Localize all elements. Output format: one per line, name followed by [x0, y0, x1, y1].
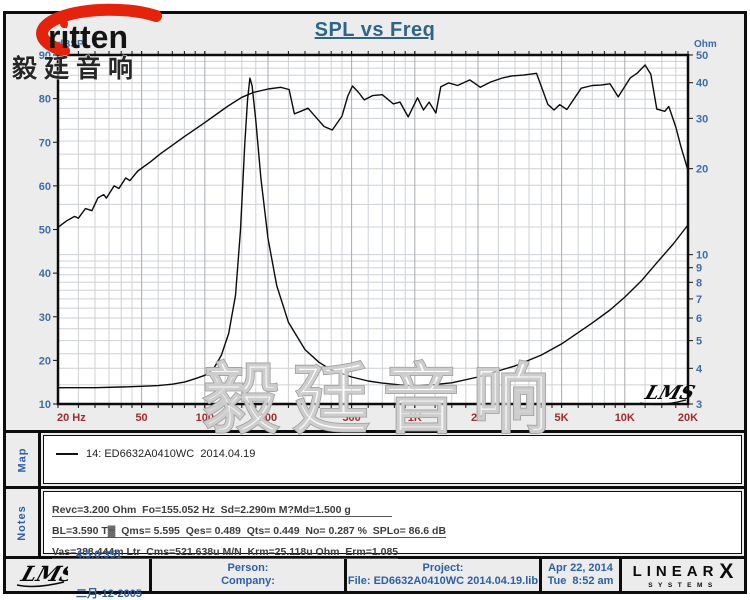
curve-legend: 14: ED6632A0410WC 2014.04.19 [56, 448, 255, 460]
legend-line-swatch [56, 453, 78, 455]
brand-swoosh-icon [36, 3, 162, 57]
y-left-tick-label: 80 [39, 94, 51, 106]
y-left-axis-title: dBSPL [57, 39, 90, 50]
x-tick-label: 500 [342, 412, 360, 424]
notes-row-label: Notes [16, 504, 28, 541]
notes-line: Vas=388.444m Ltr Cms=521.638u M/N Krm=25… [52, 542, 741, 560]
plot-area [58, 55, 688, 404]
y-left-tick-label: 40 [39, 268, 51, 280]
divider [149, 559, 152, 591]
file-label: File: ED6632A0410WC 2014.04.19.lib [347, 575, 539, 587]
notes-line-text: BL=3.590 T▓ Qms= 5.595 Qes= 0.489 Qts= 0… [52, 525, 447, 538]
app-version-date: 二月-12-2005 [76, 588, 143, 600]
x-tick-label: 1K [408, 412, 422, 424]
y-left-tick-label: 60 [39, 181, 51, 193]
y-left-tick-label: 50 [39, 225, 51, 237]
y-left-tick-label: 20 [39, 355, 51, 367]
y-right-tick-label: 50 [696, 50, 708, 62]
y-right-tick-label: 10 [696, 250, 708, 262]
y-left-tick-label: 90 [39, 50, 51, 62]
divider [6, 556, 744, 559]
person-label: Person: [227, 562, 269, 574]
x-tick-label: 20K [678, 412, 698, 424]
datetime-cell: Apr 22, 2014 Tue 8:52 am [542, 559, 619, 591]
notes-line: BL=3.590 T▓ Qms= 5.595 Qes= 0.489 Qts= 0… [52, 521, 741, 539]
notes-line-text: Vas=388.444m Ltr Cms=521.638u M/N Krm=25… [52, 546, 399, 559]
app-version: 4.5.0.351 [76, 549, 122, 561]
x-tick-label: 200 [259, 412, 277, 424]
notes-row-label-cell: Notes [6, 489, 41, 556]
y-right-tick-label: 8 [696, 277, 702, 289]
notes-box: Revc=3.200 Ohm Fo=155.052 Hz Sd=2.290m M… [43, 491, 742, 580]
lms-logo-underline [16, 581, 65, 588]
notes-line: Revc=3.200 Ohm Fo=155.052 Hz Sd=2.290m M… [52, 500, 741, 518]
y-right-tick-label: 7 [696, 294, 702, 306]
legend-label: 14: ED6632A0410WC 2014.04.19 [86, 448, 256, 460]
y-left-tick-label: 70 [39, 137, 51, 149]
inplot-lms-text: LMS [641, 381, 697, 403]
inplot-lms-logo: LMS [639, 381, 698, 406]
status-bar: LMS 4.5.0.351 二月-12-2005 Person: Company… [6, 549, 744, 600]
x-tick-label: 2K [471, 412, 485, 424]
y-right-tick-label: 20 [696, 164, 708, 176]
x-tick-label: 5K [555, 412, 569, 424]
map-row-label: Map [16, 447, 28, 472]
y-right-tick-label: 9 [696, 263, 702, 275]
person-company-cell: Person: Company: [152, 559, 344, 591]
map-row-label-cell: Map [6, 433, 41, 486]
notes-line-text: Revc=3.200 Ohm Fo=155.052 Hz Sd=2.290m M… [52, 504, 392, 517]
map-legend-box: 14: ED6632A0410WC 2014.04.19 [43, 435, 742, 484]
x-tick-label: 100 [196, 412, 214, 424]
brand-wordmark: ritten [48, 19, 128, 55]
curve-spl-db [57, 64, 689, 229]
curve-impedance-ohm [57, 77, 689, 389]
inplot-lms-underline [639, 399, 687, 406]
linearx-main-text: LINEAR [632, 562, 719, 580]
x-tick-label: 50 [135, 412, 147, 424]
brand-logo: ritten 毅廷音响 [11, 3, 162, 84]
divider [539, 559, 542, 591]
divider [344, 559, 347, 591]
x-tick-label: 20 Hz [57, 412, 86, 424]
linearx-x-glyph: X [719, 559, 734, 583]
chart-title: SPL vs Freq [314, 19, 436, 41]
notes-row: Notes Revc=3.200 Ohm Fo=155.052 Hz Sd=2.… [6, 489, 744, 580]
brand-i-dot-icon [60, 20, 68, 28]
lms-logo: LMS [16, 562, 68, 588]
y-right-tick-label: 30 [696, 113, 708, 125]
y-right-tick-label: 3 [696, 399, 702, 411]
date-text: Apr 22, 2014 [548, 562, 613, 574]
company-label: Company: [221, 575, 275, 587]
project-label: Project: [422, 562, 464, 574]
y-right-axis-title: Ohm [694, 39, 717, 50]
y-right-tick-label: 5 [696, 336, 702, 348]
linearx-cell: LINEAR X SYSTEMS [622, 559, 744, 591]
divider [6, 430, 744, 433]
y-right-tick-label: 40 [696, 78, 708, 90]
y-left-tick-label: 10 [39, 399, 51, 411]
project-file-cell: Project: File: ED6632A0410WC 2014.04.19.… [347, 559, 539, 591]
brand-cjk-text: 毅廷音响 [11, 54, 140, 83]
lms-version-cell: LMS 4.5.0.351 二月-12-2005 [6, 549, 149, 600]
plot-frame [56, 53, 690, 406]
divider [619, 559, 622, 591]
y-right-tick-label: 6 [696, 313, 702, 325]
linearx-sub-text: SYSTEMS [648, 581, 718, 589]
time-text: Tue 8:52 am [547, 575, 614, 587]
divider [6, 486, 744, 489]
x-tick-label: 10K [615, 412, 635, 424]
y-right-tick-label: 4 [696, 363, 703, 375]
linearx-logo: LINEAR X SYSTEMS [633, 561, 734, 590]
y-left-tick-label: 30 [39, 312, 51, 324]
map-row: Map 14: ED6632A0410WC 2014.04.19 [6, 433, 744, 486]
